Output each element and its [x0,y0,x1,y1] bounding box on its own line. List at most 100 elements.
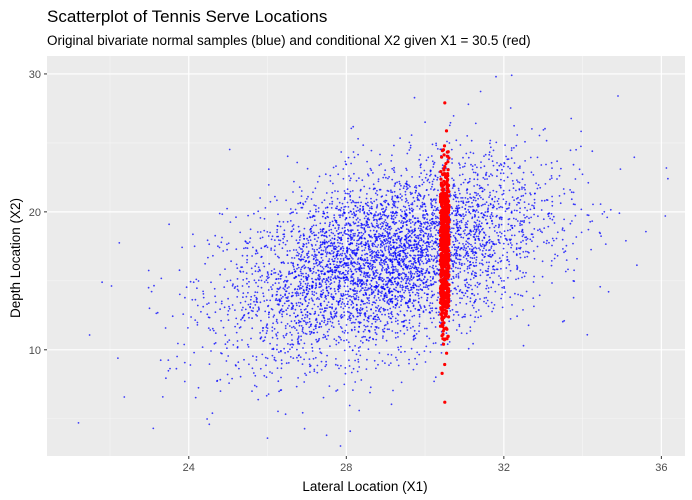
original-sample-point [300,278,303,281]
original-sample-point [197,386,200,389]
original-sample-point [483,155,485,158]
original-sample-point [349,195,351,198]
original-sample-point [369,251,371,254]
original-sample-point [498,206,501,209]
original-sample-point [474,199,477,202]
original-sample-point [524,140,526,143]
original-sample-point [490,155,493,158]
original-sample-point [460,200,463,203]
original-sample-point [300,190,303,192]
original-sample-point [508,260,510,263]
original-sample-point [393,144,395,147]
original-sample-point [321,266,324,269]
original-sample-point [554,253,556,256]
original-sample-point [301,206,304,209]
original-sample-point [274,271,277,274]
original-sample-point [365,220,368,223]
original-sample-point [279,275,282,278]
original-sample-point [570,198,573,201]
original-sample-point [462,248,465,251]
original-sample-point [386,222,389,225]
original-sample-point [426,278,429,281]
original-sample-point [236,278,239,280]
original-sample-point [464,226,467,229]
original-sample-point [464,254,467,257]
original-sample-point [317,269,319,272]
original-sample-point [331,237,334,240]
original-sample-point [294,292,297,294]
original-sample-point [434,326,437,328]
original-sample-point [416,288,418,291]
original-sample-point [487,287,490,289]
original-sample-point [294,208,297,211]
original-sample-point [428,337,431,340]
original-sample-point [410,276,413,279]
original-sample-point [363,324,366,327]
original-sample-point [466,135,469,137]
original-sample-point [405,215,408,218]
original-sample-point [366,173,369,176]
original-sample-point [590,248,592,251]
original-sample-point [235,331,238,334]
original-sample-point [452,275,455,278]
original-sample-point [292,264,294,267]
original-sample-point [488,249,490,252]
original-sample-point [315,282,317,285]
original-sample-point [457,204,460,207]
original-sample-point [427,254,430,256]
original-sample-point [485,287,488,290]
original-sample-point [476,286,479,288]
original-sample-point [479,282,481,285]
original-sample-point [481,187,484,190]
original-sample-point [328,328,330,331]
original-sample-point [313,215,316,218]
original-sample-point [291,271,294,274]
original-sample-point [332,252,334,255]
original-sample-point [361,234,364,237]
original-sample-point [503,285,505,288]
original-sample-point [294,275,297,278]
original-sample-point [243,319,246,322]
original-sample-point [487,305,490,308]
original-sample-point [469,314,472,317]
original-sample-point [313,238,316,241]
original-sample-point [375,206,378,209]
original-sample-point [476,203,479,206]
original-sample-point [377,224,379,227]
original-sample-point [411,216,414,218]
original-sample-point [309,210,312,213]
original-sample-point [549,217,551,220]
original-sample-point [351,238,353,241]
original-sample-point [414,357,416,360]
original-sample-point [321,308,323,311]
original-sample-point [396,196,398,199]
original-sample-point [432,264,434,267]
original-sample-point [505,200,508,203]
original-sample-point [493,304,496,306]
original-sample-point [575,236,578,238]
original-sample-point [483,165,486,168]
original-sample-point [456,292,458,295]
original-sample-point [432,267,435,270]
original-sample-point [255,249,258,252]
original-sample-point [435,209,437,212]
original-sample-point [245,272,248,274]
original-sample-point [449,251,452,254]
original-sample-point [506,256,508,258]
original-sample-point [381,360,384,362]
original-sample-point [404,190,407,193]
original-sample-point [437,273,440,276]
original-sample-point [372,216,375,219]
original-sample-point [374,245,377,248]
original-sample-point [464,162,467,165]
original-sample-point [506,207,509,210]
original-sample-point [510,147,513,149]
original-sample-point [329,266,332,269]
original-sample-point [387,214,390,217]
original-sample-point [266,330,268,332]
original-sample-point [521,235,524,238]
original-sample-point [273,249,276,252]
original-sample-point [433,227,436,230]
original-sample-point [529,193,532,196]
original-sample-point [332,295,335,298]
